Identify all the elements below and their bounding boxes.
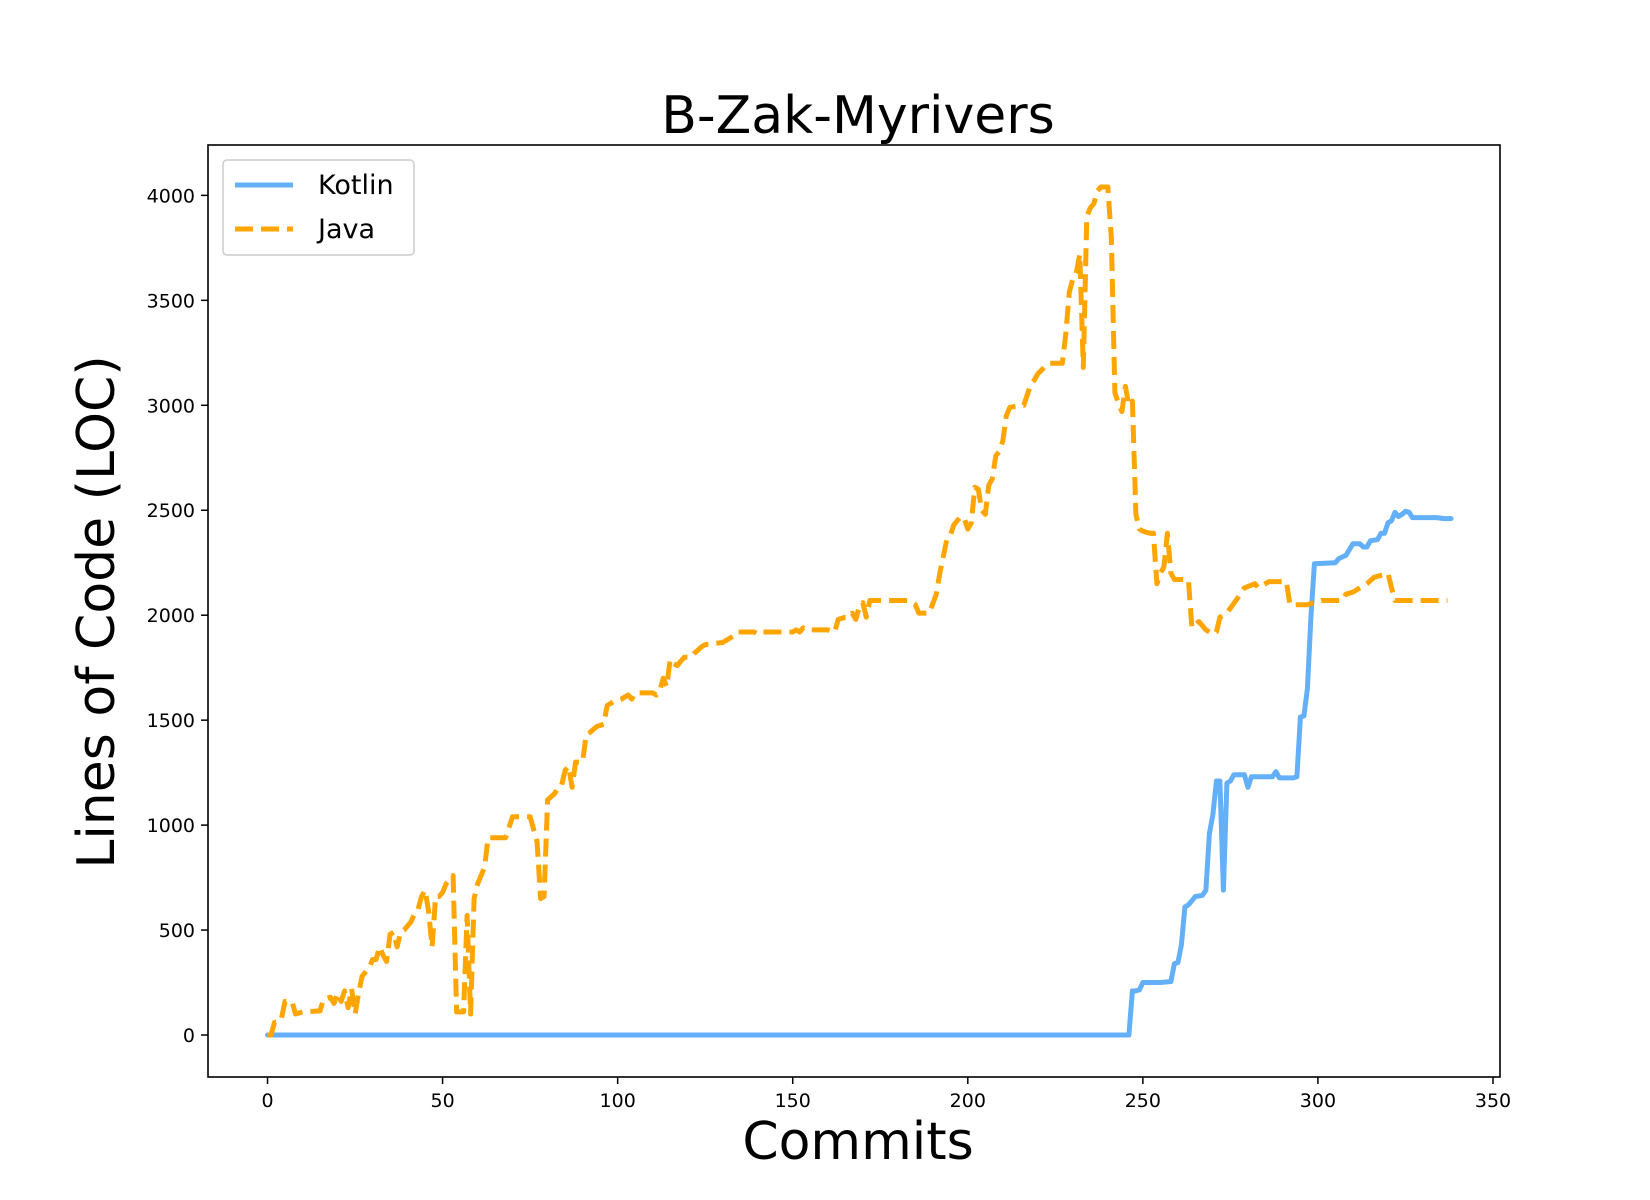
legend-label-kotlin: Kotlin xyxy=(318,170,394,201)
y-tick-label: 3000 xyxy=(147,395,195,417)
x-tick-label: 200 xyxy=(950,1090,986,1112)
y-tick-label: 2000 xyxy=(147,605,195,627)
legend-label-java: Java xyxy=(316,214,375,245)
y-tick-label: 2500 xyxy=(147,500,195,522)
axes-layer: 0 50 100 150 200 250 300 3500500100015002000250… xyxy=(147,144,1511,1112)
plot-frame xyxy=(207,144,1501,1078)
x-tick-label: 50 xyxy=(430,1090,454,1112)
y-tick-label: 500 xyxy=(159,920,195,942)
x-tick-label: 100 xyxy=(600,1090,636,1112)
x-tick-label: 350 xyxy=(1475,1090,1511,1112)
x-tick-label: 300 xyxy=(1300,1090,1336,1112)
chart-title: B-Zak-Myrivers xyxy=(661,86,1055,146)
y-axis-title: Lines of Code (LOC) xyxy=(67,355,127,868)
x-tick-label: 0 xyxy=(261,1090,273,1112)
x-tick-label: 150 xyxy=(775,1090,811,1112)
y-tick-label: 3500 xyxy=(147,290,195,312)
x-tick-label: 250 xyxy=(1125,1090,1161,1112)
y-tick-label: 0 xyxy=(183,1025,195,1047)
y-tick-label: 4000 xyxy=(147,185,195,207)
y-tick-label: 1500 xyxy=(147,710,195,732)
series-layer xyxy=(265,184,1454,1038)
series-line-java xyxy=(267,184,1448,1038)
legend: Kotlin Java xyxy=(222,159,415,256)
x-axis-title: Commits xyxy=(742,1112,973,1172)
series-line-kotlin xyxy=(265,508,1454,1038)
y-tick-label: 1000 xyxy=(147,815,195,837)
